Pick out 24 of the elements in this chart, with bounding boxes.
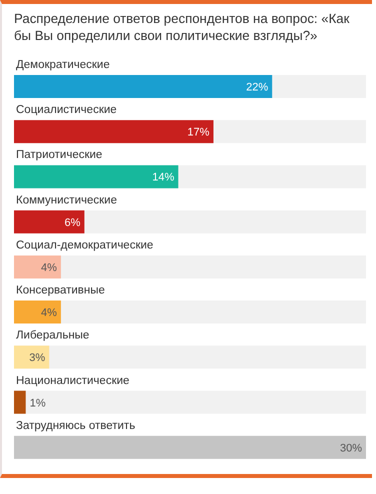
data-label: 4%	[41, 262, 58, 274]
data-label: 22%	[246, 82, 268, 94]
y-tick-label: Националистические	[16, 374, 130, 387]
y-tick-label: Демократические	[16, 59, 110, 71]
y-tick-label: Социалистические	[16, 104, 117, 116]
y-tick-label: Либеральные	[16, 330, 90, 342]
bar	[14, 255, 61, 278]
bar	[14, 346, 50, 369]
data-label: 1%	[30, 397, 46, 410]
y-tick-label: Социал-демократические	[16, 239, 154, 252]
y-tick-label: Консервативные	[16, 284, 105, 297]
data-label: 14%	[152, 172, 174, 184]
y-tick-label: Коммунистические	[16, 194, 117, 206]
y-tick-label: Затрудняюсь ответить	[16, 420, 136, 432]
bar	[14, 390, 26, 414]
data-label: 4%	[41, 307, 58, 320]
chart-title: Распределение ответов респондентов на вопрос: «Как бы Вы определили свои политические взгляды?»	[14, 10, 350, 44]
bar	[14, 300, 61, 324]
bar	[14, 210, 84, 234]
y-tick-label: Патриотические	[16, 149, 102, 162]
data-label: 17%	[187, 126, 210, 139]
data-label: 6%	[64, 216, 81, 229]
data-label: 3%	[29, 352, 46, 364]
data-label: 30%	[340, 442, 362, 454]
